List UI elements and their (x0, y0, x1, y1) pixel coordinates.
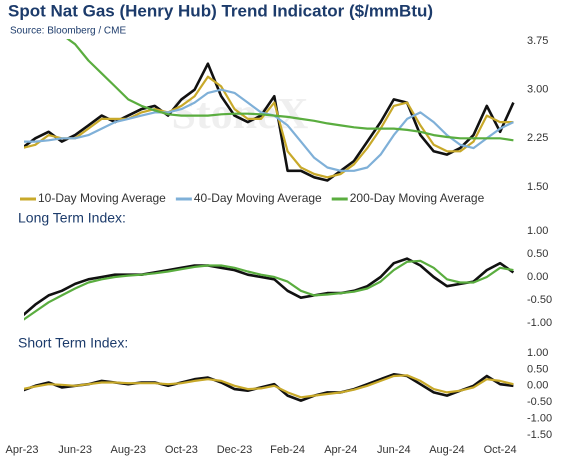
y-tick-label: 1.00 (527, 225, 548, 237)
series-line (24, 62, 515, 182)
y-tick-label: 0.00 (527, 380, 548, 392)
series-line (66, 39, 514, 142)
series-line (24, 373, 514, 402)
y-tick-label: -1.00 (527, 317, 552, 329)
y-tick-label: 3.75 (527, 35, 548, 47)
x-tick-label: Aug-23 (110, 444, 145, 456)
series-line (24, 75, 514, 179)
legend-label: 40-Day Moving Average (194, 191, 322, 205)
panel-title: Short Term Index: (18, 335, 128, 351)
chart-title: Spot Nat Gas (Henry Hub) Trend Indicator… (8, 1, 433, 20)
panel-title: Long Term Index: (18, 210, 126, 226)
y-tick-label: 0.50 (527, 248, 548, 260)
x-tick-label: Apr-23 (5, 444, 38, 456)
y-tick-label: -1.00 (527, 413, 552, 425)
chart-subtitle: Source: Bloomberg / CME (10, 26, 126, 37)
series-line (24, 374, 514, 399)
y-tick-label: 2.25 (527, 132, 548, 144)
x-tick-label: Feb-24 (270, 444, 305, 456)
x-tick-label: Oct-24 (484, 444, 517, 456)
y-tick-label: 3.00 (527, 84, 548, 96)
y-tick-label: -0.50 (527, 396, 552, 408)
x-tick-label: Oct-23 (165, 444, 198, 456)
series-line (24, 259, 514, 321)
y-tick-label: 0.50 (527, 363, 548, 375)
x-tick-label: Apr-24 (324, 444, 357, 456)
y-tick-label: 1.50 (527, 181, 548, 193)
x-tick-label: Dec-23 (217, 444, 252, 456)
x-tick-label: Jun-24 (377, 444, 411, 456)
y-tick-label: -1.50 (527, 429, 552, 441)
x-tick-label: Aug-24 (429, 444, 464, 456)
y-tick-label: -0.50 (527, 294, 552, 306)
y-tick-label: 1.00 (527, 347, 548, 359)
series-line (24, 257, 515, 317)
x-tick-label: Jun-23 (58, 444, 92, 456)
legend-label: 10-Day Moving Average (38, 191, 166, 205)
y-tick-label: 0.00 (527, 271, 548, 283)
legend-label: 200-Day Moving Average (350, 191, 485, 205)
